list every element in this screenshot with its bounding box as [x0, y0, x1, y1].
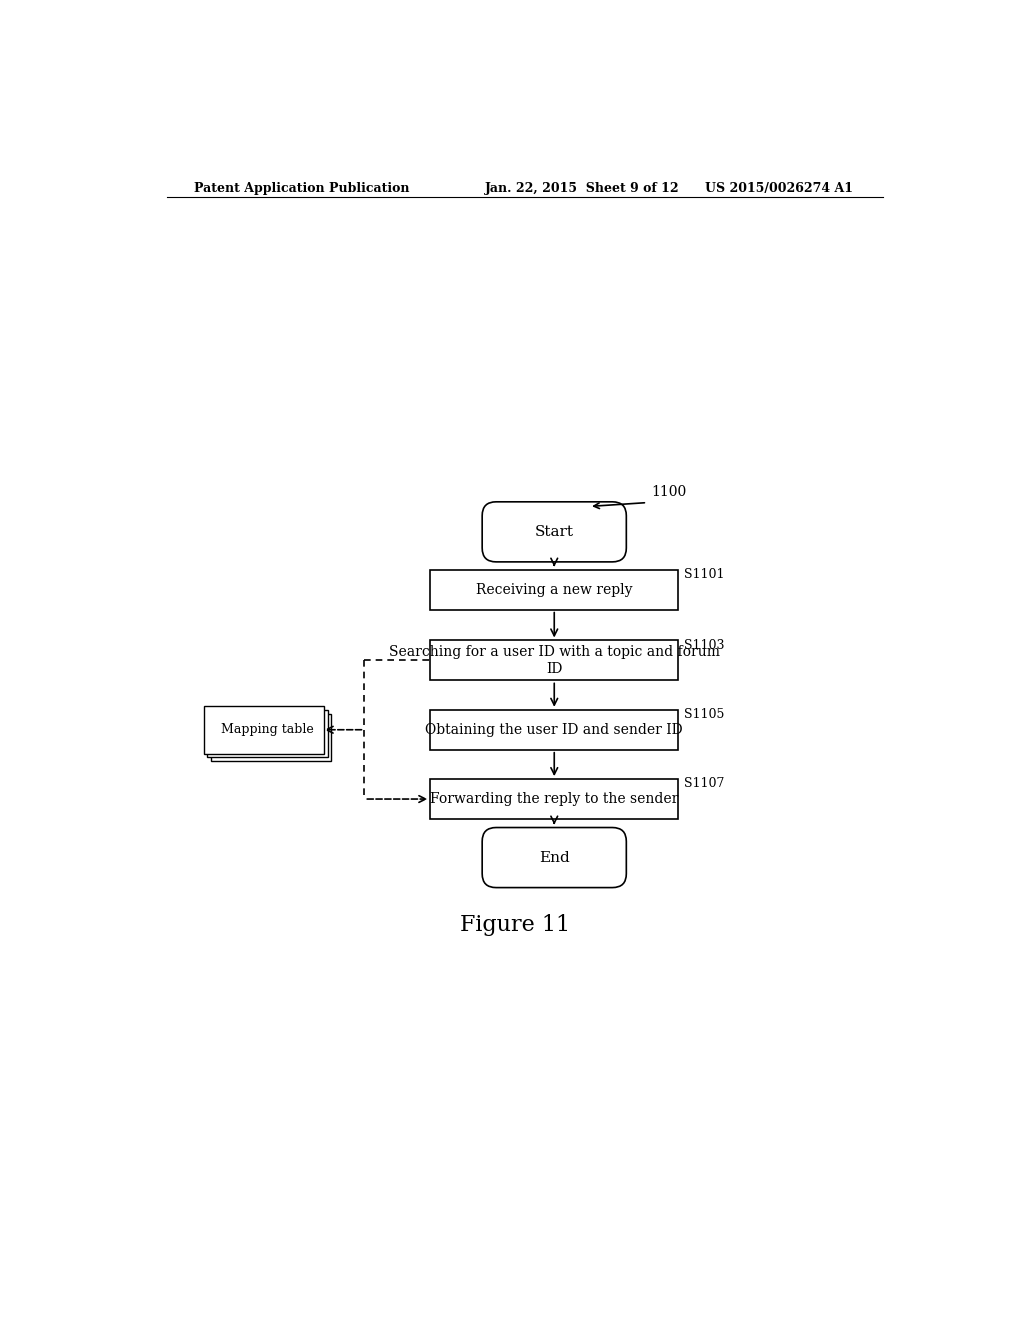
Text: Jan. 22, 2015  Sheet 9 of 12: Jan. 22, 2015 Sheet 9 of 12 — [484, 182, 679, 194]
Text: S1107: S1107 — [684, 777, 725, 791]
Text: Patent Application Publication: Patent Application Publication — [194, 182, 410, 194]
Text: Searching for a user ID with a topic and forum
ID: Searching for a user ID with a topic and… — [389, 645, 720, 676]
Text: 1100: 1100 — [651, 484, 686, 499]
Bar — [430, 779, 678, 818]
Text: Mapping table: Mapping table — [221, 723, 314, 737]
Text: End: End — [539, 850, 569, 865]
Text: Obtaining the user ID and sender ID: Obtaining the user ID and sender ID — [425, 723, 683, 737]
Text: Forwarding the reply to the sender: Forwarding the reply to the sender — [430, 792, 679, 807]
FancyBboxPatch shape — [482, 502, 627, 562]
Bar — [430, 570, 678, 610]
Bar — [211, 714, 332, 762]
Bar — [204, 706, 324, 754]
Bar — [430, 710, 678, 750]
Text: S1105: S1105 — [684, 708, 725, 721]
FancyBboxPatch shape — [482, 828, 627, 887]
Bar — [208, 710, 328, 758]
Text: US 2015/0026274 A1: US 2015/0026274 A1 — [705, 182, 853, 194]
Text: Figure 11: Figure 11 — [461, 913, 570, 936]
Bar — [430, 640, 678, 681]
Text: S1103: S1103 — [684, 639, 725, 652]
Text: Start: Start — [535, 525, 573, 539]
Text: S1101: S1101 — [684, 568, 725, 581]
Text: Receiving a new reply: Receiving a new reply — [476, 582, 633, 597]
